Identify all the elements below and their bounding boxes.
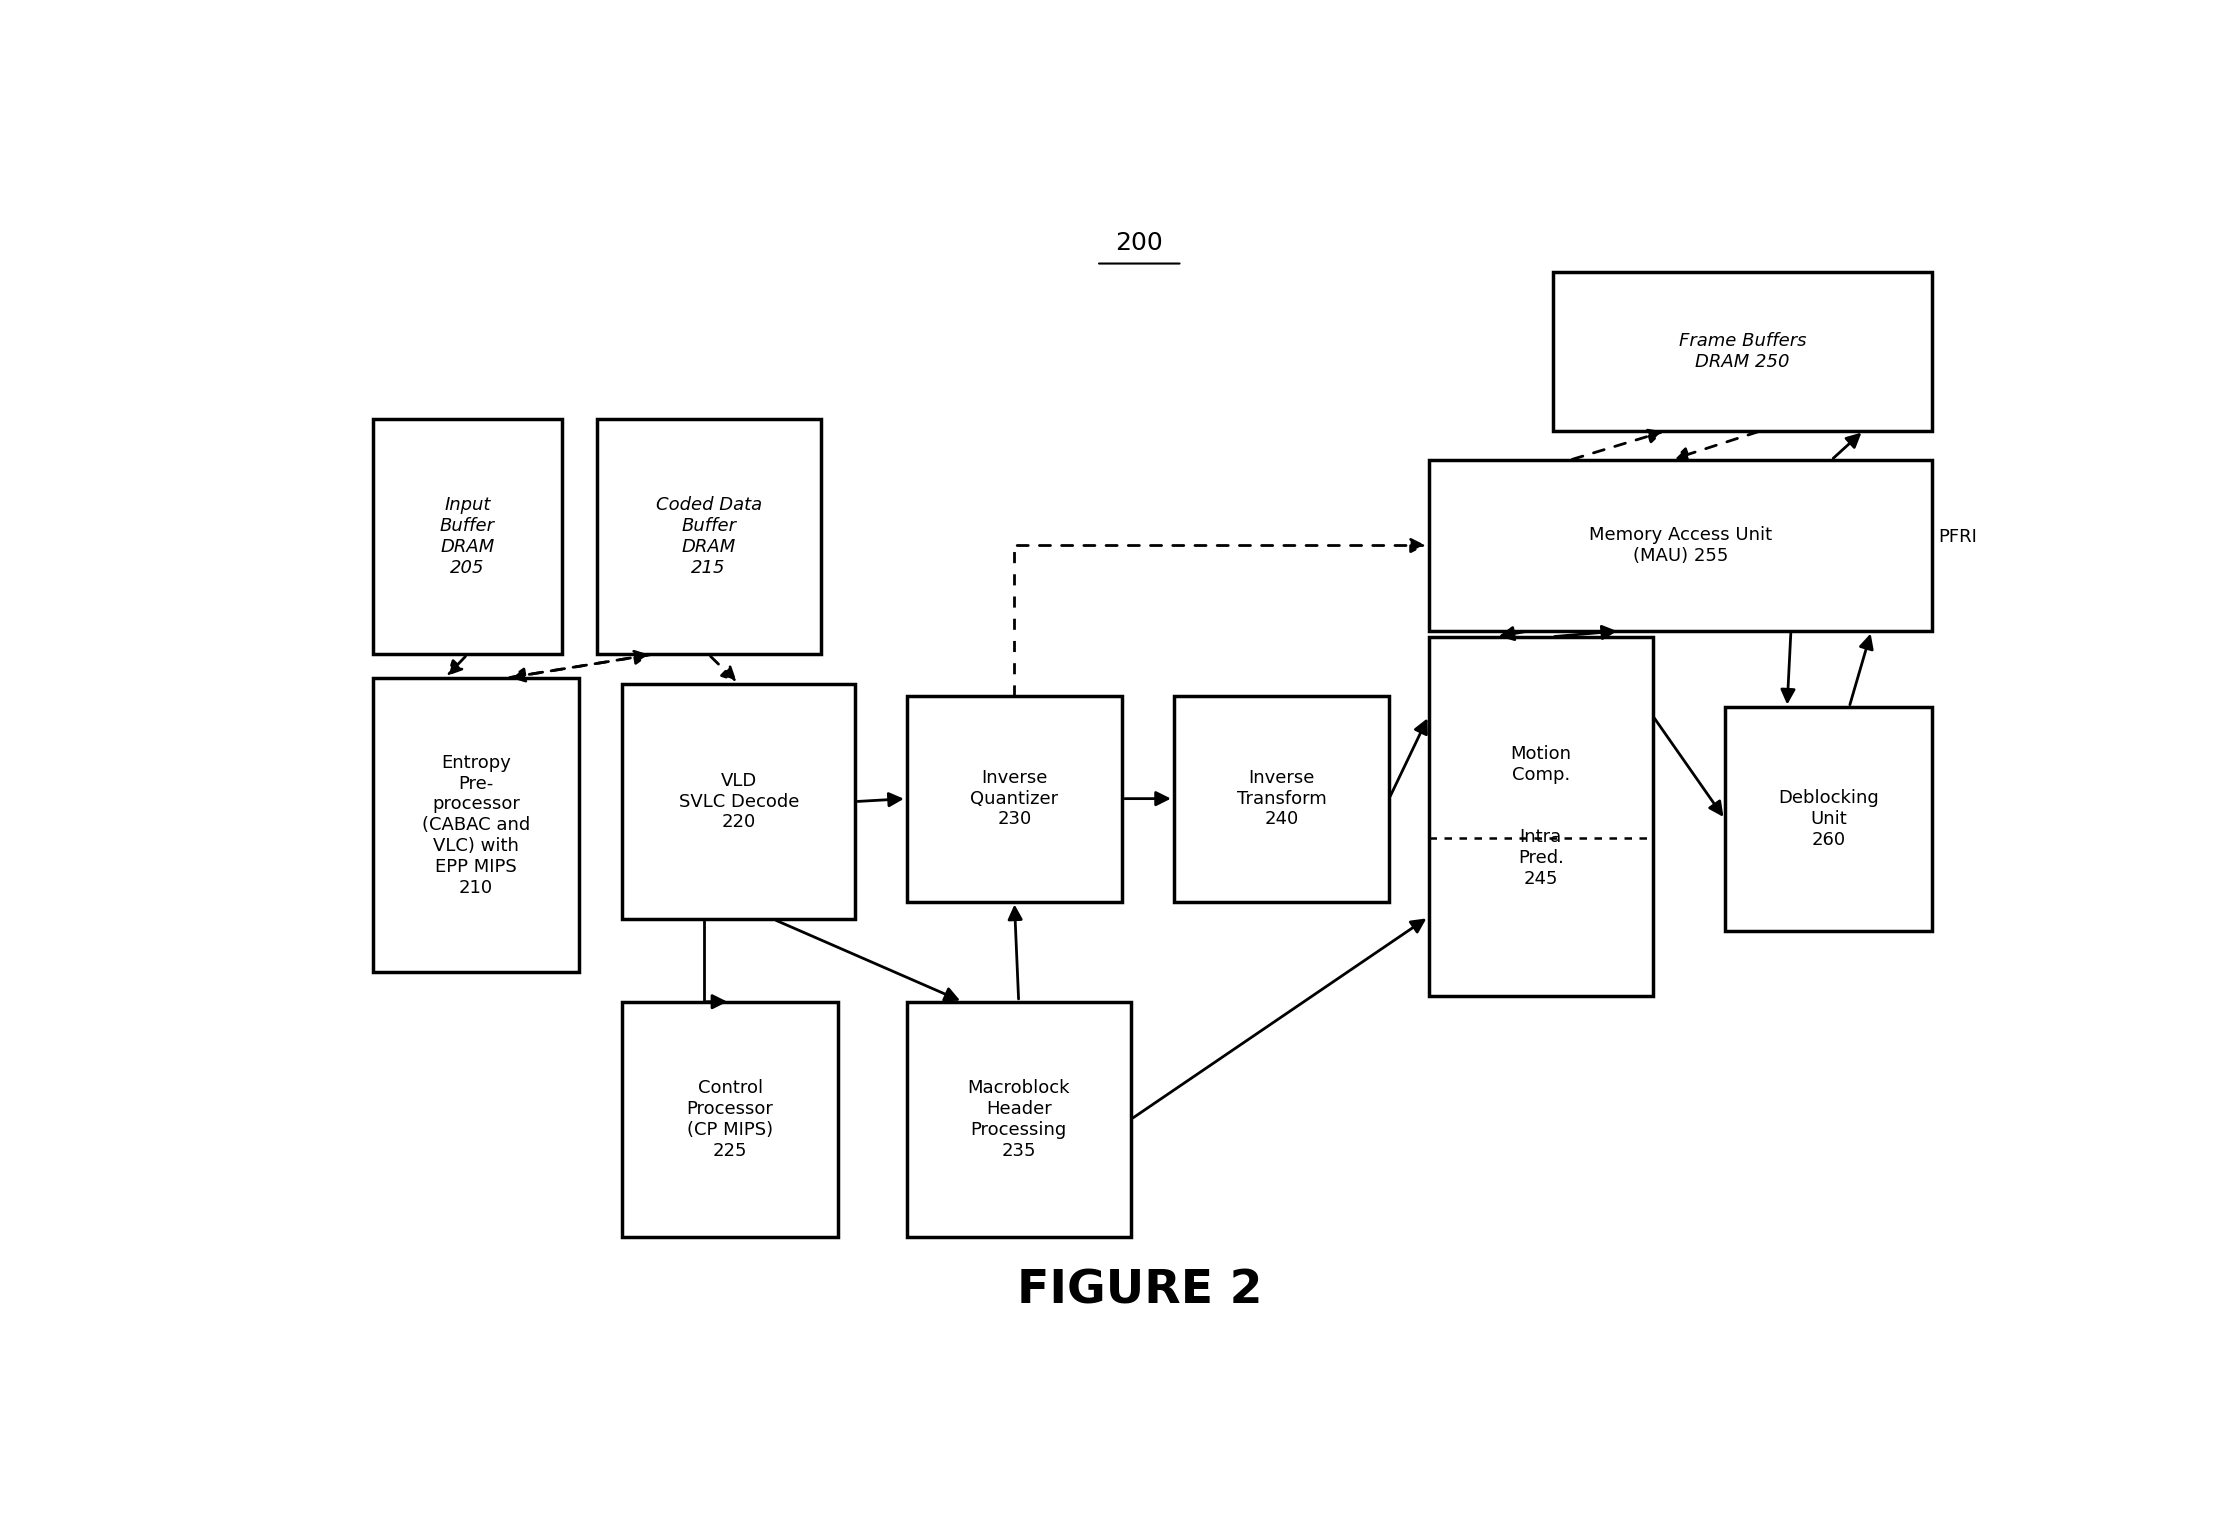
Bar <box>1429 460 1932 631</box>
Bar <box>1725 708 1932 931</box>
Bar <box>1174 696 1389 902</box>
Text: Frame Buffers
DRAM 250: Frame Buffers DRAM 250 <box>1678 332 1805 370</box>
Bar <box>373 677 580 972</box>
Text: Inverse
Transform
240: Inverse Transform 240 <box>1236 769 1327 829</box>
Text: Entropy
Pre-
processor
(CABAC and
VLC) with
EPP MIPS
210: Entropy Pre- processor (CABAC and VLC) w… <box>422 754 529 896</box>
Bar <box>622 683 856 919</box>
Text: FIGURE 2: FIGURE 2 <box>1016 1269 1263 1313</box>
Bar <box>622 1001 838 1237</box>
Text: Memory Access Unit
(MAU) 255: Memory Access Unit (MAU) 255 <box>1589 526 1772 564</box>
Bar <box>1429 636 1652 995</box>
Text: VLD
SVLC Decode
220: VLD SVLC Decode 220 <box>678 772 798 832</box>
Text: 200: 200 <box>1116 231 1163 254</box>
Bar <box>1552 272 1932 431</box>
Text: Inverse
Quantizer
230: Inverse Quantizer 230 <box>969 769 1058 829</box>
Text: Input
Buffer
DRAM
205: Input Buffer DRAM 205 <box>440 497 496 576</box>
Bar <box>907 1001 1132 1237</box>
Bar <box>596 419 820 654</box>
Text: Macroblock
Header
Processing
235: Macroblock Header Processing 235 <box>967 1079 1069 1159</box>
Text: Control
Processor
(CP MIPS)
225: Control Processor (CP MIPS) 225 <box>687 1079 774 1159</box>
Text: Deblocking
Unit
260: Deblocking Unit 260 <box>1778 789 1878 849</box>
Bar <box>907 696 1123 902</box>
Text: Motion
Comp.


Intra
Pred.
245: Motion Comp. Intra Pred. 245 <box>1509 745 1572 888</box>
Text: Coded Data
Buffer
DRAM
215: Coded Data Buffer DRAM 215 <box>656 497 762 576</box>
Text: PFRI: PFRI <box>1938 528 1978 546</box>
Bar <box>373 419 562 654</box>
